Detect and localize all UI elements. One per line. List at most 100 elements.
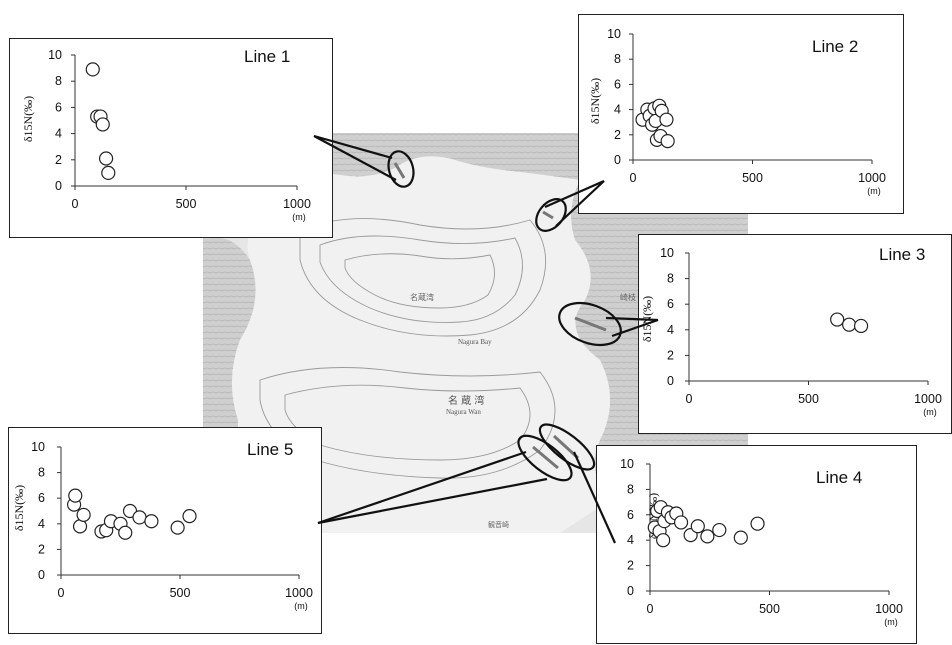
- chart-line5-point-14: [182, 509, 197, 524]
- chart-line5-point-4: [76, 507, 91, 522]
- chart-line4-point-10: [673, 515, 689, 530]
- chart-line2-title: Line 2: [812, 37, 859, 56]
- chart-line1-y-label: δ15N(‰): [21, 96, 35, 142]
- chart-panel-line5: 0 2 4 6 8 10 0 500 1000 (m) δ15N(‰) Line 5: [8, 427, 322, 634]
- chart-line5-point-13: [170, 520, 185, 535]
- chart-line2-xtick-label: 500: [742, 171, 763, 185]
- chart-line2-x-unit: (m): [867, 186, 881, 196]
- chart-line1-xtick-label: 1000: [283, 197, 311, 211]
- chart-line3-plot: 0 2 4 6 8 10 0 500 1000(m) δ15N(‰): [640, 246, 942, 417]
- map-label-bay-en: Nagura Bay: [458, 338, 492, 346]
- chart-line5-ytick-label: 2: [38, 542, 45, 556]
- chart-line1-xtick-label: 0: [72, 197, 79, 211]
- chart-line5-title: Line 5: [247, 440, 294, 459]
- chart-line3-ytick-label: 0: [667, 374, 674, 388]
- chart-line2-ytick-label: 0: [614, 153, 621, 167]
- chart-line3-ytick-label: 8: [667, 272, 674, 286]
- chart-line4-ytick-label: 4: [627, 533, 634, 547]
- chart-line2-point-11: [659, 112, 674, 127]
- chart-line4-x-unit: (m): [884, 617, 898, 627]
- chart-line3-point-3: [853, 318, 869, 334]
- chart-line4-point-12: [690, 519, 705, 534]
- map-label-bay-romaji: Nagura Wan: [446, 408, 481, 416]
- chart-line3-ytick-label: 4: [667, 323, 674, 337]
- chart-line4-ytick-label: 8: [627, 482, 634, 496]
- chart-line3-ytick-label: 6: [667, 297, 674, 311]
- chart-line4-xtick-label: 500: [759, 602, 780, 616]
- chart-line3-xtick-label: 0: [686, 392, 693, 406]
- chart-line5-xtick-label: 500: [170, 586, 191, 600]
- chart-line1-ytick-label: 0: [55, 179, 62, 193]
- chart-line5-ytick-label: 10: [31, 440, 45, 454]
- chart-line1-ytick-label: 10: [48, 48, 62, 62]
- chart-line5-ytick-label: 4: [38, 517, 45, 531]
- chart-panel-line2: 0 2 4 6 8 10 0 500 1000 (m) δ15N(‰) Line 2: [578, 14, 904, 214]
- chart-panel-line3: 0 2 4 6 8 10 0 500 1000 (m) δ15N(‰) Line 3: [638, 234, 952, 434]
- chart-line2-xtick-label: 1000: [858, 171, 886, 185]
- chart-line3-ytick-label: 10: [660, 246, 674, 260]
- chart-line5-ytick-label: 6: [38, 491, 45, 505]
- chart-line1-point-4: [95, 117, 110, 132]
- chart-line4-ytick-label: 0: [627, 584, 634, 598]
- site-ellipse-line5: [517, 434, 573, 482]
- map-bay-water: [231, 156, 610, 533]
- chart-line4-xtick-label: 0: [647, 602, 654, 616]
- chart-line1-ytick-label: 6: [55, 100, 62, 114]
- chart-line3-point-2: [842, 317, 857, 332]
- chart-line5-point-11: [132, 510, 147, 525]
- chart-line5-point-2: [68, 488, 83, 503]
- chart-line1-xtick-label: 500: [176, 197, 197, 211]
- chart-line1-ytick-label: 8: [55, 74, 62, 88]
- map-label-place-a: 名蔵湾: [410, 292, 434, 302]
- chart-line2-ytick-label: 6: [614, 77, 621, 91]
- chart-line3-xtick-label: 1000: [914, 392, 942, 406]
- chart-line2-ytick-label: 4: [614, 103, 621, 117]
- chart-line5-ytick-label: 8: [38, 466, 45, 480]
- chart-line1-point-6: [101, 165, 116, 180]
- chart-line2-point-12: [660, 133, 675, 149]
- map-label-place-b: 崎枝: [620, 292, 636, 302]
- chart-line4-ytick-label: 6: [627, 508, 634, 522]
- chart-line4-point-5: [656, 533, 671, 548]
- map-label-bay-jp: 名 蔵 湾: [448, 394, 484, 407]
- chart-line1-x-unit: (m): [292, 212, 306, 222]
- chart-line4-ytick-label: 2: [627, 559, 634, 573]
- chart-line3-point-1: [830, 312, 845, 327]
- chart-line5-x-unit: (m): [294, 601, 308, 611]
- chart-line2-xtick-label: 0: [630, 171, 637, 185]
- chart-line3-ytick-label: 2: [667, 348, 674, 362]
- chart-line5-plot: 0 2 4 6 8 10 0 500 1000(m) δ15N(‰): [12, 440, 313, 611]
- chart-line1-ytick-label: 4: [55, 127, 62, 141]
- chart-line1-ytick-label: 2: [55, 153, 62, 167]
- chart-panel-line1: 0 2 4 6 8 10 0 500 1000 (m) δ15N(‰) Line 1: [9, 38, 333, 238]
- chart-line2-y-label: δ15N(‰): [588, 78, 602, 124]
- chart-line4-point-13: [700, 529, 715, 544]
- chart-line5-y-label: δ15N(‰): [12, 485, 26, 531]
- chart-line4-point-14: [712, 522, 727, 538]
- chart-line3-y-label: δ15N(‰): [640, 296, 654, 342]
- chart-line5-point-9: [118, 525, 133, 540]
- chart-line5-xtick-label: 1000: [285, 586, 313, 600]
- chart-line2-plot: 0 2 4 6 8 10 0 500 1000(m) δ15N(‰): [588, 27, 886, 196]
- chart-line4-point-15: [733, 530, 748, 545]
- chart-line4-point-16: [750, 516, 765, 531]
- chart-line5-ytick-label: 0: [38, 568, 45, 582]
- chart-line4-title: Line 4: [816, 468, 863, 487]
- chart-line3-title: Line 3: [879, 245, 926, 264]
- chart-line2-ytick-label: 10: [607, 27, 621, 41]
- chart-line3-x-unit: (m): [923, 407, 937, 417]
- chart-line2-ytick-label: 8: [614, 52, 621, 66]
- chart-line4-ytick-label: 10: [620, 457, 634, 471]
- chart-line1-point-5: [98, 151, 114, 166]
- chart-line1-plot: 0 2 4 6 8 10 0 500 1000(m) δ15N(‰): [21, 48, 311, 222]
- chart-line2-ytick-label: 2: [614, 128, 621, 142]
- chart-line4-xtick-label: 1000: [875, 602, 903, 616]
- chart-line3-xtick-label: 500: [798, 392, 819, 406]
- chart-line1-point-1: [85, 62, 100, 77]
- map-label-place-c: 観音崎: [488, 520, 509, 529]
- chart-line5-point-12: [144, 514, 159, 529]
- chart-line5-xtick-label: 0: [58, 586, 65, 600]
- chart-line1-title: Line 1: [244, 47, 291, 66]
